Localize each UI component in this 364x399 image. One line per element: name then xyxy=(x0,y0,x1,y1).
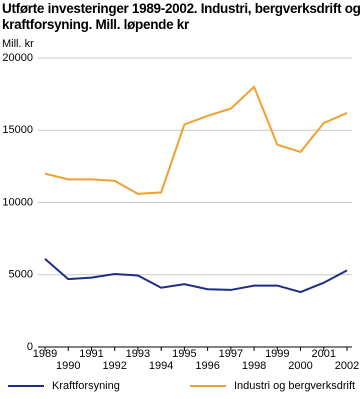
x-tick-label: 1993 xyxy=(126,348,150,360)
x-tick-label: 1996 xyxy=(195,360,219,372)
y-axis-label: Mill. kr xyxy=(2,38,34,50)
x-tick-label: 2001 xyxy=(312,348,336,360)
x-tick-label: 1997 xyxy=(219,348,243,360)
legend-label: Industri og bergverksdrift xyxy=(234,380,355,392)
y-tick-label: 5000 xyxy=(9,269,33,281)
series-line xyxy=(44,258,348,294)
x-tick-label: 2002 xyxy=(335,360,359,372)
x-tick-label: 1999 xyxy=(265,348,289,360)
y-tick-label: 15000 xyxy=(2,124,33,136)
chart-title: Utførte investeringer 1989-2002. Industr… xyxy=(2,1,361,32)
x-tick-label: 1989 xyxy=(33,348,57,360)
legend-label: Kraftforsyning xyxy=(52,380,120,392)
y-tick-label: 10000 xyxy=(2,196,33,208)
series-line xyxy=(44,85,348,195)
x-tick-label: 1998 xyxy=(242,360,266,372)
x-tick-label: 1990 xyxy=(56,360,80,372)
y-tick-label: 20000 xyxy=(2,52,33,64)
y-tick-label: 0 xyxy=(27,341,33,353)
x-tick-label: 1995 xyxy=(172,348,196,360)
x-tick-label: 1991 xyxy=(79,348,103,360)
x-tick-label: 2000 xyxy=(288,360,312,372)
x-tick-label: 1994 xyxy=(149,360,173,372)
x-tick-label: 1992 xyxy=(102,360,126,372)
